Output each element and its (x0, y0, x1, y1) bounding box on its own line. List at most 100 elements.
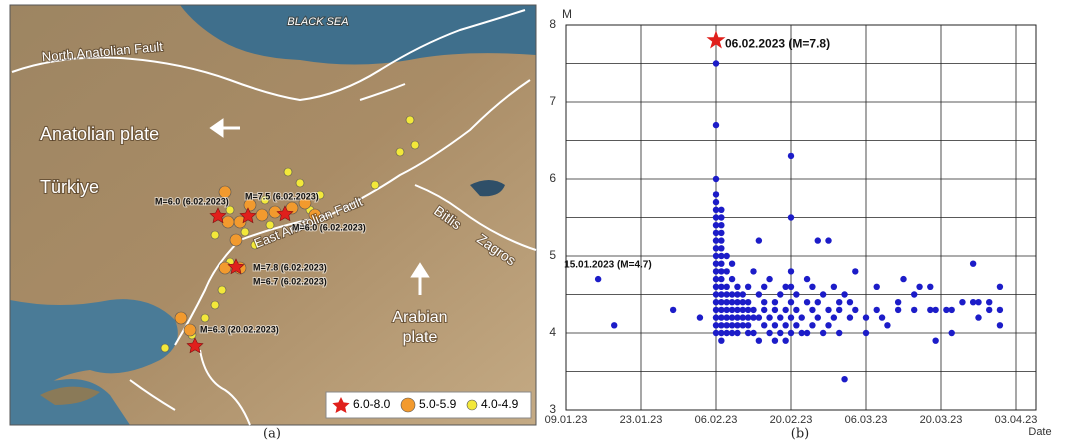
point (986, 306, 993, 314)
point (744, 306, 752, 314)
y-axis-label: M (562, 7, 572, 21)
legend-symbol (332, 397, 350, 413)
x-tick-label: 09.01.23 (545, 414, 588, 426)
point (771, 337, 779, 344)
point (718, 260, 725, 267)
point (755, 337, 763, 344)
point (825, 237, 832, 244)
point (723, 299, 730, 306)
point (836, 329, 843, 337)
point (830, 314, 838, 321)
point (718, 337, 725, 344)
point (798, 314, 805, 321)
arrow (209, 118, 240, 138)
point (841, 376, 848, 383)
annotation: 15.01.2023 (M=4.7) (564, 260, 652, 271)
point (761, 299, 768, 306)
point (793, 306, 800, 314)
point (809, 283, 816, 290)
map-panel: BLACK SEA North Anatolian Fault Anatolia… (9, 4, 537, 426)
point (771, 306, 779, 314)
point (750, 306, 757, 314)
point (809, 322, 816, 329)
point (819, 291, 827, 298)
caption: (b) (791, 427, 809, 442)
x-tick-label: 03.04.23 (995, 414, 1038, 426)
point (669, 306, 677, 314)
point (718, 214, 725, 221)
point (884, 322, 891, 329)
point (750, 314, 757, 321)
point (911, 306, 918, 314)
point (739, 322, 746, 329)
point (734, 329, 741, 337)
point (969, 299, 977, 306)
point (712, 314, 720, 321)
point (777, 329, 784, 337)
point (996, 283, 1004, 290)
point (712, 191, 720, 198)
point (798, 329, 805, 337)
point (734, 283, 741, 290)
country-label: Türkiye (40, 177, 99, 197)
map-sea (180, 5, 536, 65)
point (723, 322, 730, 329)
map-sea (10, 299, 178, 425)
event-label: M=6.0 (6.02.2023) (292, 222, 366, 232)
point (712, 299, 720, 306)
event-label: M=6.3 (20.02.2023) (200, 324, 279, 334)
point (846, 299, 854, 306)
point (787, 214, 795, 221)
y-tick-label: 5 (549, 248, 556, 262)
point (782, 322, 789, 329)
point (712, 291, 720, 298)
point (712, 322, 720, 329)
highlight-label: 06.02.2023 (M=7.8) (725, 37, 830, 51)
point (728, 314, 736, 321)
point (744, 283, 752, 290)
plate-label: Anatolian plate (40, 124, 159, 144)
point (996, 322, 1004, 329)
legend-label: 5.0-5.9 (419, 397, 457, 411)
point (744, 329, 752, 337)
point (611, 322, 618, 329)
legend-box (325, 391, 532, 419)
map-events-small (160, 115, 420, 353)
arrow (410, 262, 430, 295)
point (744, 299, 752, 306)
point (803, 299, 811, 306)
point (718, 252, 725, 260)
point (814, 314, 821, 321)
point (755, 314, 763, 321)
caption: (a) (263, 427, 281, 442)
point (787, 283, 795, 290)
point (712, 268, 720, 275)
point (825, 306, 832, 314)
point (755, 291, 763, 298)
point (927, 306, 934, 314)
point (712, 329, 720, 337)
point (873, 283, 880, 290)
point (718, 322, 725, 329)
point (723, 329, 730, 337)
point (712, 60, 720, 67)
point (734, 291, 741, 298)
point (943, 306, 950, 314)
point (728, 291, 736, 298)
point (996, 306, 1004, 314)
y-tick-label: 6 (549, 171, 556, 185)
map-frame (9, 4, 537, 426)
point (712, 260, 720, 267)
point (793, 322, 800, 329)
point (728, 329, 736, 337)
sea-label: BLACK SEA (287, 16, 348, 28)
point (712, 229, 720, 237)
point (916, 283, 923, 290)
highlight-point (706, 30, 726, 49)
point (718, 329, 725, 337)
point (878, 314, 886, 321)
point (862, 314, 870, 321)
x-tick-label: 20.03.23 (920, 414, 963, 426)
y-tick-label: 3 (549, 402, 556, 416)
